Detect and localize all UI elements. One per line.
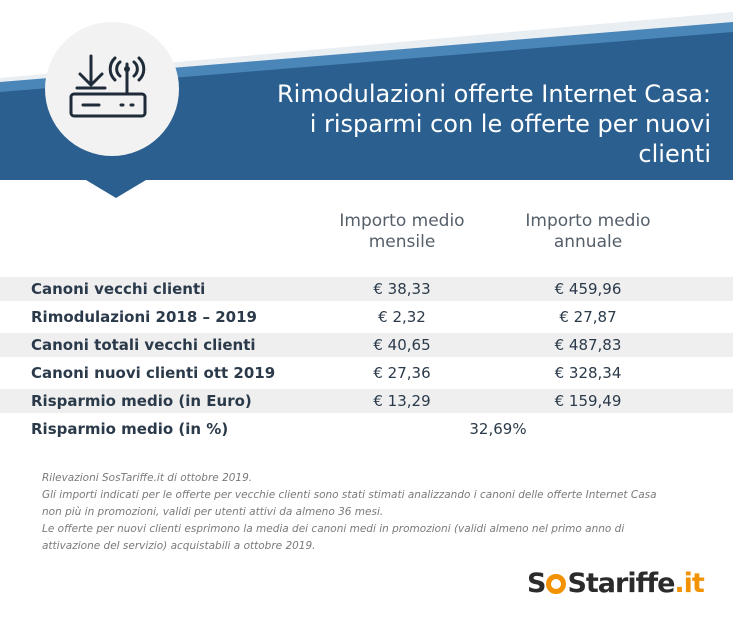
header-banner: Rimodulazioni offerte Internet Casa: i r… [0,0,733,200]
column-header-annual: Importo medio annuale [508,211,668,253]
footnote-line: Gli importi indicati per le offerte per … [42,489,657,501]
monthly-value: € 40,65 [373,336,431,354]
footnotes: Rilevazioni SosTariffe.it di ottobre 201… [42,470,702,555]
row-label: Canoni nuovi clienti ott 2019 [31,364,276,382]
annual-value: € 328,34 [554,364,622,382]
row-label: Canoni totali vecchi clienti [31,336,256,354]
router-icon-badge [45,22,179,156]
column-header-line: Importo medio [339,211,465,231]
annual-value: € 459,96 [554,280,622,298]
table-row: Canoni vecchi clienti € 38,33 € 459,96 [0,277,733,301]
column-header-line: Importo medio [525,211,651,231]
table-row: Risparmio medio (in %) 32,69% [0,417,733,441]
row-label: Rimodulazioni 2018 – 2019 [31,308,257,326]
annual-value: € 159,49 [554,392,622,410]
footnote-line: attivazione del servizio) acquistabili a… [42,540,316,552]
router-icon [69,54,147,118]
logo-text-stariffe: Stariffe [567,568,675,599]
footnote-line: Le offerte per nuovi clienti esprimono l… [42,523,625,535]
header-background [0,0,733,198]
percent-value: 32,69% [469,420,527,438]
table-row: Risparmio medio (in Euro) € 13,29 € 159,… [0,389,733,413]
logo-text-s: S [527,568,546,599]
monthly-value: € 2,32 [378,308,426,326]
footnote-line: non più in promozioni, validi per utenti… [42,506,384,518]
monthly-value: € 38,33 [373,280,431,298]
logo-text-tld: .it [674,568,704,599]
sostariffe-logo: S Stariffe.it [527,566,705,602]
table-row: Canoni totali vecchi clienti € 40,65 € 4… [0,333,733,357]
monthly-value: € 13,29 [373,392,431,410]
column-header-line: mensile [368,232,436,252]
column-header-monthly: Importo medio mensile [322,211,482,253]
footnote-line: Rilevazioni SosTariffe.it di ottobre 201… [42,472,253,484]
title-line-2: i risparmi con le offerte per nuovi clie… [309,110,711,168]
lifebuoy-icon [546,574,567,594]
page-title: Rimodulazioni offerte Internet Casa: i r… [241,79,711,169]
table-row: Rimodulazioni 2018 – 2019 € 2,32 € 27,87 [0,305,733,329]
monthly-value: € 27,36 [373,364,431,382]
row-label: Risparmio medio (in %) [31,420,229,438]
row-label: Canoni vecchi clienti [31,280,206,298]
row-label: Risparmio medio (in Euro) [31,392,252,410]
table-row: Canoni nuovi clienti ott 2019 € 27,36 € … [0,361,733,385]
title-line-1: Rimodulazioni offerte Internet Casa: [276,80,711,108]
annual-value: € 487,83 [554,336,622,354]
annual-value: € 27,87 [559,308,617,326]
column-header-line: annuale [553,232,623,252]
